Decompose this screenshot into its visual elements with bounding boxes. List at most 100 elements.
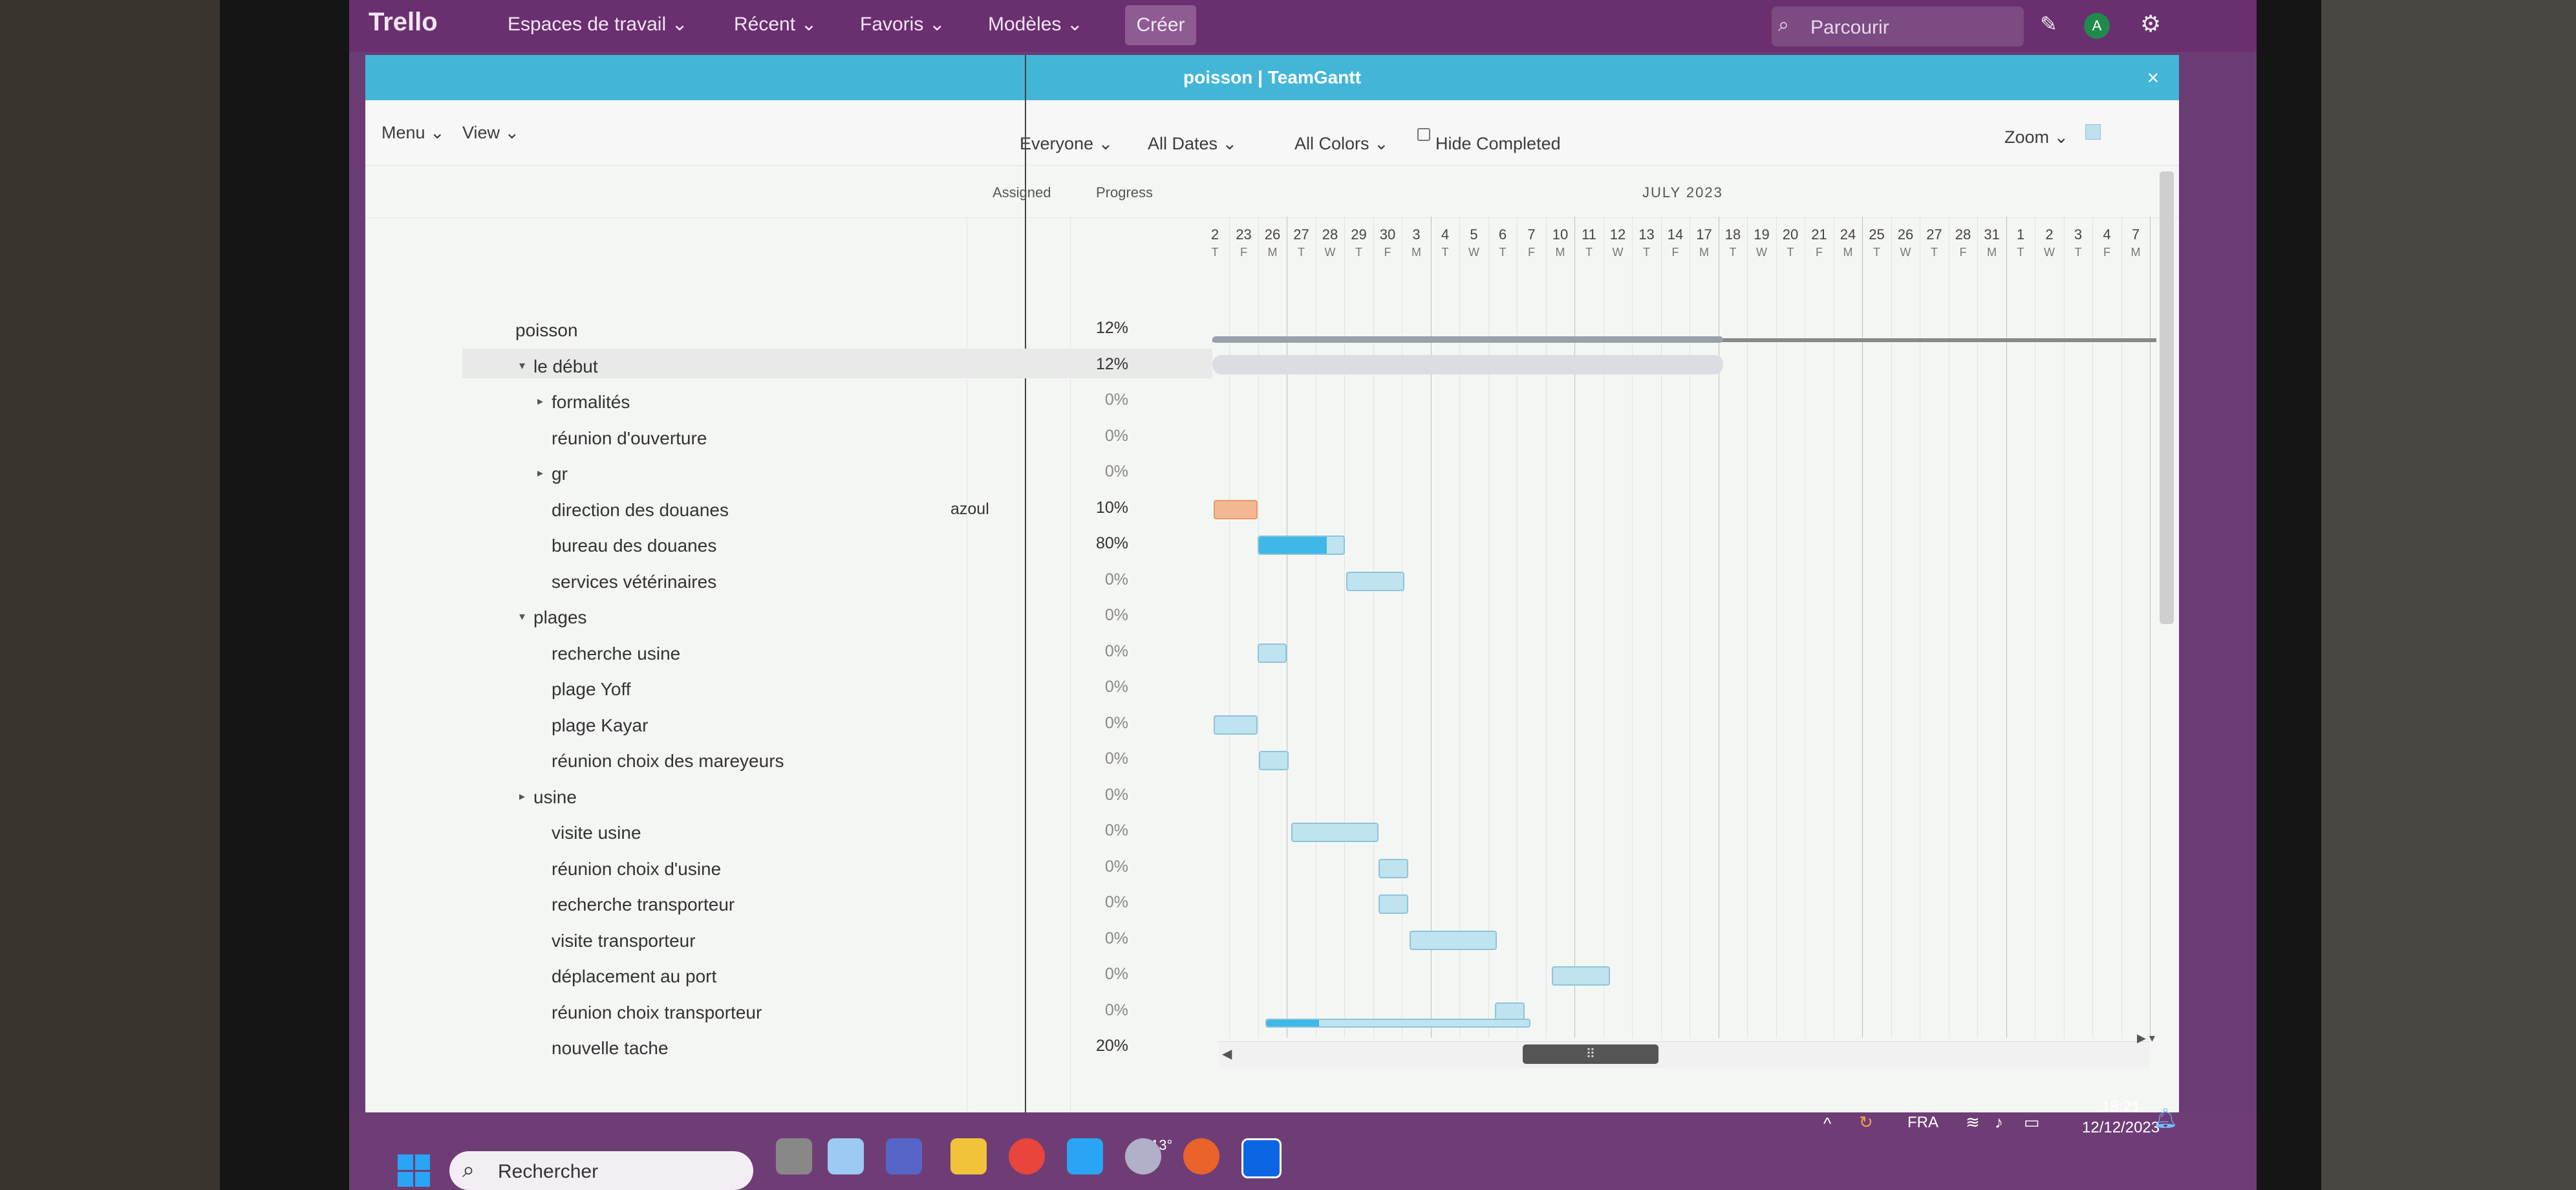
task-name[interactable]: bureau des douanes [552, 536, 717, 556]
search-input[interactable] [1772, 6, 2024, 47]
chat-icon[interactable] [886, 1138, 922, 1174]
task-progress[interactable]: 12% [1095, 319, 1128, 337]
task-name[interactable]: déplacement au port [552, 966, 717, 986]
task-name[interactable]: direction des douanes [552, 499, 729, 520]
task-progress[interactable]: 80% [1095, 534, 1128, 552]
windows-start-icon[interactable] [398, 1154, 430, 1187]
task-progress[interactable]: 0% [1104, 893, 1128, 911]
close-icon[interactable]: × [2147, 66, 2160, 89]
menu-dropdown[interactable]: Menu ⌄ [381, 123, 445, 142]
task-progress[interactable]: 0% [1104, 642, 1128, 660]
task-progress[interactable]: 0% [1104, 750, 1128, 768]
task-name[interactable]: réunion choix transporteur [552, 1002, 762, 1022]
expand-arrow-icon[interactable]: ▸ [537, 466, 544, 479]
collapse-arrow-icon[interactable]: ▾ [519, 358, 526, 372]
task-name[interactable]: réunion choix d'usine [552, 858, 722, 879]
task-name[interactable]: recherche usine [552, 643, 681, 664]
settings-icon[interactable]: ⚙ [2140, 10, 2162, 37]
task-name[interactable]: plage Kayar [552, 715, 649, 735]
task-progress[interactable]: 0% [1104, 570, 1128, 589]
color-swatch[interactable] [2085, 124, 2101, 140]
task-bar[interactable] [1552, 966, 1610, 986]
vertical-scrollbar[interactable] [2160, 171, 2174, 624]
horizontal-scrollbar[interactable] [1219, 1041, 2150, 1068]
colors-filter[interactable]: All Colors ⌄ [1294, 134, 1389, 153]
clock-date[interactable]: 12/12/2023 [2082, 1119, 2160, 1136]
file-explorer-icon[interactable] [950, 1138, 987, 1174]
volume-icon[interactable]: ♪ [1995, 1112, 2003, 1132]
task-bar[interactable] [1410, 930, 1497, 950]
dates-filter[interactable]: All Dates ⌄ [1148, 134, 1238, 153]
scroll-left-icon[interactable]: ◀ [1222, 1047, 1232, 1061]
avatar[interactable]: A [2084, 13, 2110, 39]
task-bar[interactable] [1258, 643, 1287, 663]
language-indicator[interactable]: FRA [1907, 1114, 1938, 1131]
task-name[interactable]: formalités [552, 392, 630, 412]
task-name[interactable]: nouvelle tache [552, 1038, 669, 1058]
taskbar-search[interactable] [449, 1151, 753, 1190]
zoom-dropdown[interactable]: Zoom ⌄ [2004, 127, 2069, 147]
task-name[interactable]: services vétérinaires [552, 571, 717, 592]
task-name[interactable]: visite usine [552, 823, 641, 843]
task-progress[interactable]: 0% [1104, 821, 1128, 839]
menu-workspaces[interactable]: Espaces de travail ⌄ [508, 14, 688, 35]
chrome-icon[interactable] [1009, 1138, 1045, 1174]
task-name[interactable]: poisson [515, 320, 578, 340]
task-bar[interactable] [1379, 894, 1408, 914]
notification-bell-icon[interactable]: 🔔︎ [2153, 1108, 2178, 1129]
battery-icon[interactable]: ▭ [2024, 1112, 2040, 1132]
menu-favorites[interactable]: Favoris ⌄ [860, 14, 945, 35]
task-bar[interactable] [1259, 751, 1289, 770]
task-bar[interactable] [1214, 715, 1258, 735]
task-name[interactable]: usine [533, 786, 577, 807]
task-progress[interactable]: 0% [1104, 965, 1128, 983]
hide-completed-checkbox[interactable] [1417, 128, 1430, 141]
tray-chevron-icon[interactable]: ^ [1823, 1114, 1832, 1133]
task-name[interactable]: recherche transporteur [552, 894, 735, 914]
task-name[interactable]: visite transporteur [552, 930, 696, 951]
sync-icon[interactable]: ↻ [1859, 1112, 1873, 1132]
task-bar[interactable] [1495, 1002, 1525, 1022]
task-assignee[interactable]: azoul [950, 499, 989, 518]
task-bar[interactable] [1265, 1019, 1530, 1028]
task-progress[interactable]: 0% [1104, 785, 1128, 804]
task-progress[interactable]: 0% [1104, 462, 1128, 481]
scroll-right-icon[interactable]: ▶ ▾ [2137, 1032, 2155, 1044]
weather-icon[interactable] [828, 1138, 864, 1174]
task-progress[interactable]: 0% [1104, 426, 1128, 445]
view-dropdown[interactable]: View ⌄ [462, 123, 520, 142]
create-button[interactable]: Créer [1125, 5, 1196, 45]
notification-icon[interactable]: ✎ [2040, 12, 2057, 36]
task-progress[interactable]: 0% [1104, 678, 1128, 696]
task-name[interactable]: gr [552, 464, 568, 484]
firefox-icon[interactable] [1183, 1138, 1219, 1174]
task-name[interactable]: réunion d'ouverture [552, 427, 707, 448]
menu-templates[interactable]: Modèles ⌄ [988, 14, 1083, 35]
task-progress[interactable]: 0% [1104, 929, 1128, 947]
task-bar[interactable] [1346, 571, 1404, 591]
collapse-arrow-icon[interactable]: ▾ [519, 610, 526, 623]
settings-app-icon[interactable] [1125, 1138, 1161, 1174]
wifi-icon[interactable]: ≋ [1966, 1112, 1980, 1132]
everyone-filter[interactable]: Everyone ⌄ [1020, 134, 1113, 153]
task-progress[interactable]: 0% [1104, 713, 1128, 732]
task-bar[interactable] [1379, 858, 1408, 878]
task-bar[interactable] [1214, 499, 1258, 519]
scroll-thumb[interactable]: ⠿ [1523, 1044, 1658, 1064]
task-view-icon[interactable] [776, 1138, 812, 1174]
task-progress[interactable]: 0% [1104, 606, 1128, 624]
task-progress[interactable]: 12% [1095, 354, 1128, 373]
task-progress[interactable]: 10% [1095, 498, 1128, 517]
project-summary-bar[interactable] [1212, 336, 1723, 343]
task-name[interactable]: plage Yoff [552, 679, 631, 699]
task-progress[interactable]: 0% [1104, 1001, 1128, 1019]
expand-arrow-icon[interactable]: ▸ [537, 395, 544, 407]
task-bar[interactable] [1291, 823, 1379, 842]
task-progress[interactable]: 20% [1095, 1037, 1128, 1055]
clock-time[interactable]: 18:21 [2101, 1098, 2141, 1116]
group-summary-bar[interactable] [1212, 355, 1723, 374]
trello-app-icon[interactable] [1241, 1138, 1282, 1178]
trello-logo[interactable]: Trello [369, 8, 438, 36]
task-bar[interactable] [1258, 536, 1345, 555]
task-name[interactable]: le début [533, 356, 598, 376]
